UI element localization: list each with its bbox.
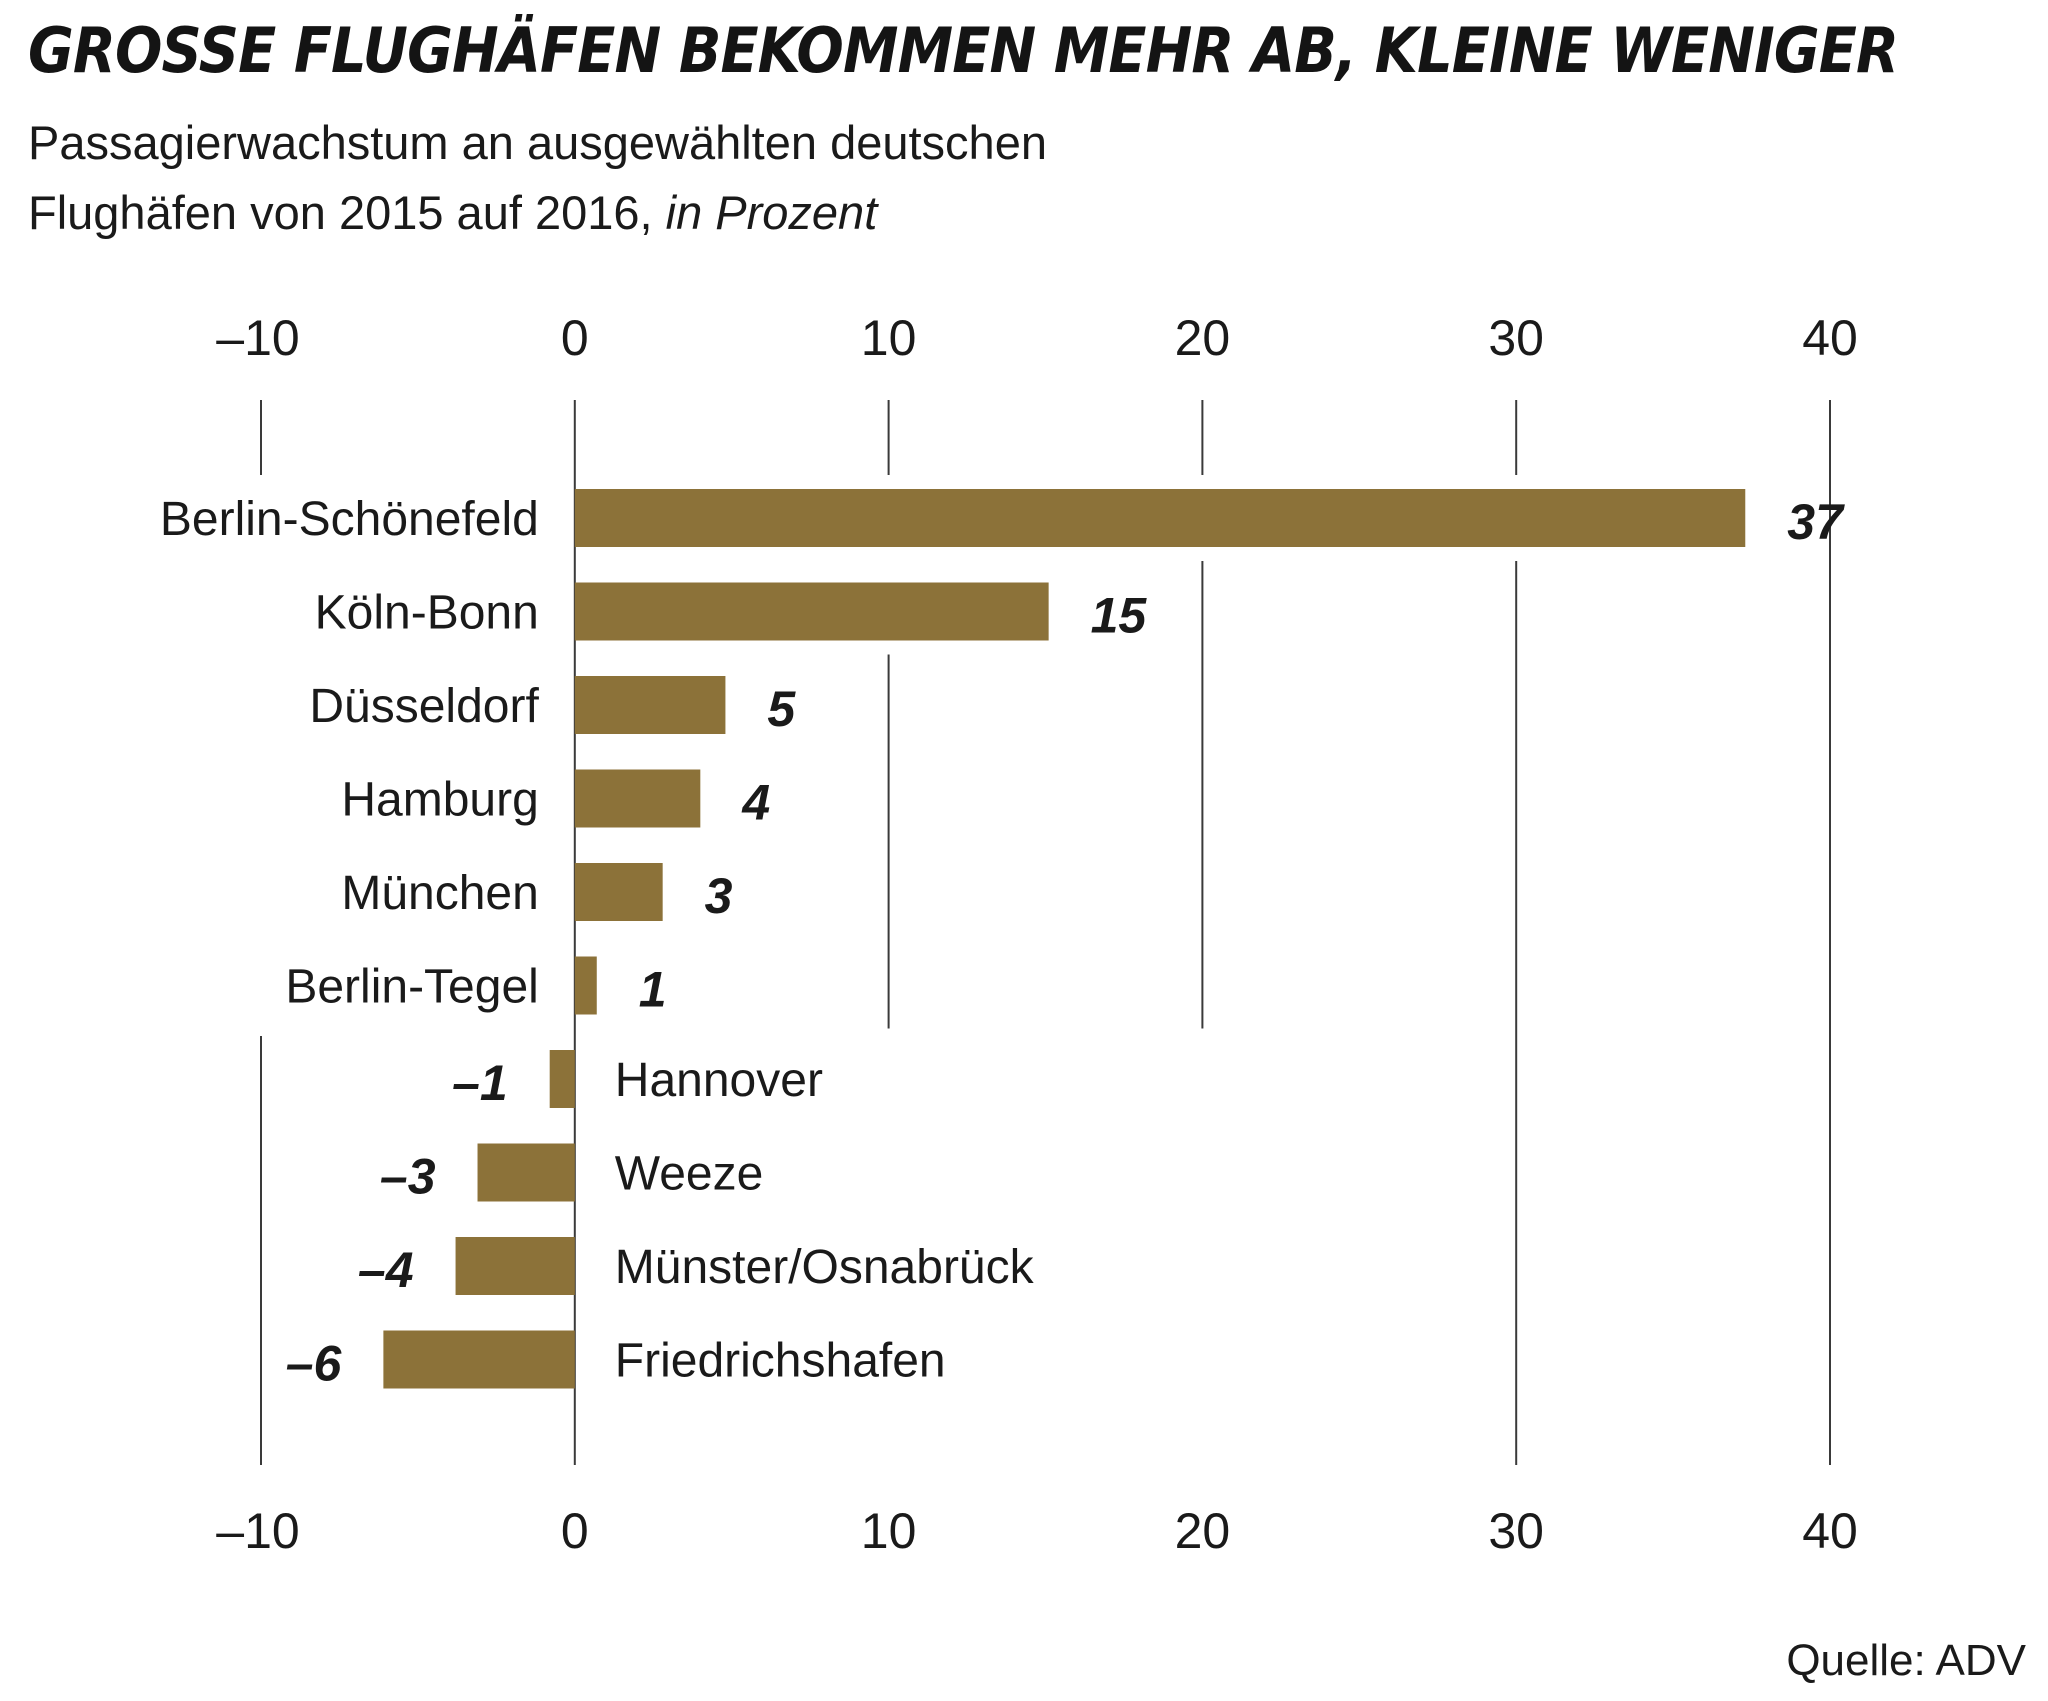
value-label: 5 [767,681,796,737]
subtitle-unit: in Prozent [665,186,878,239]
x-tick-label: 40 [1802,1503,1858,1559]
bar [455,1237,575,1295]
value-label: 37 [1787,494,1845,550]
value-label: –6 [286,1336,343,1392]
value-label: –3 [380,1149,436,1205]
bar [574,863,663,921]
subtitle-line-1: Passagierwachstum an ausgewählten deutsc… [28,116,1047,169]
x-tick-label: 20 [1175,310,1231,366]
bar [574,676,726,734]
subtitle-line-2-text: Flughäfen von 2015 auf 2016, [28,186,653,239]
bar [574,582,1049,641]
x-tick-label: –10 [216,1503,299,1559]
category-label: Hamburg [341,774,538,827]
value-label: –4 [358,1242,414,1298]
x-tick-label: 20 [1175,1503,1231,1559]
x-tick-label: –10 [216,310,299,366]
category-label: Berlin-Tegel [285,961,538,1014]
chart-subtitle: Passagierwachstum an ausgewählten deutsc… [28,108,1047,248]
subtitle-line-2: Flughäfen von 2015 auf 2016, in Prozent [28,178,1047,248]
category-label: Düsseldorf [309,680,539,733]
x-tick-label: 0 [561,310,589,366]
x-tick-label: 10 [861,1503,917,1559]
category-label: München [341,867,538,920]
value-label: 4 [741,775,770,831]
bar [574,769,701,828]
value-label: 1 [639,962,667,1018]
bar [549,1050,575,1108]
x-tick-label: 30 [1488,1503,1544,1559]
value-label: –1 [452,1055,508,1111]
x-tick-label: 0 [561,1503,589,1559]
category-label: Hannover [615,1054,823,1107]
chart-title: GROSSE FLUGHÄFEN BEKOMMEN MEHR AB, KLEIN… [28,14,1899,87]
bar [574,956,597,1015]
category-label: Weeze [615,1148,764,1201]
source-note: Quelle: ADV [1786,1636,2026,1685]
category-label: Köln-Bonn [315,587,539,640]
value-label: 3 [705,868,733,924]
x-tick-label: 30 [1488,310,1544,366]
bar [477,1143,575,1202]
bar [383,1330,575,1389]
x-tick-label: 40 [1802,310,1858,366]
category-label: Friedrichshafen [615,1335,946,1388]
category-label: Berlin-Schönefeld [160,493,539,546]
x-tick-label: 10 [861,310,917,366]
category-label: Münster/Osnabrück [615,1241,1035,1294]
bar [574,489,1746,547]
value-label: 15 [1091,588,1148,644]
